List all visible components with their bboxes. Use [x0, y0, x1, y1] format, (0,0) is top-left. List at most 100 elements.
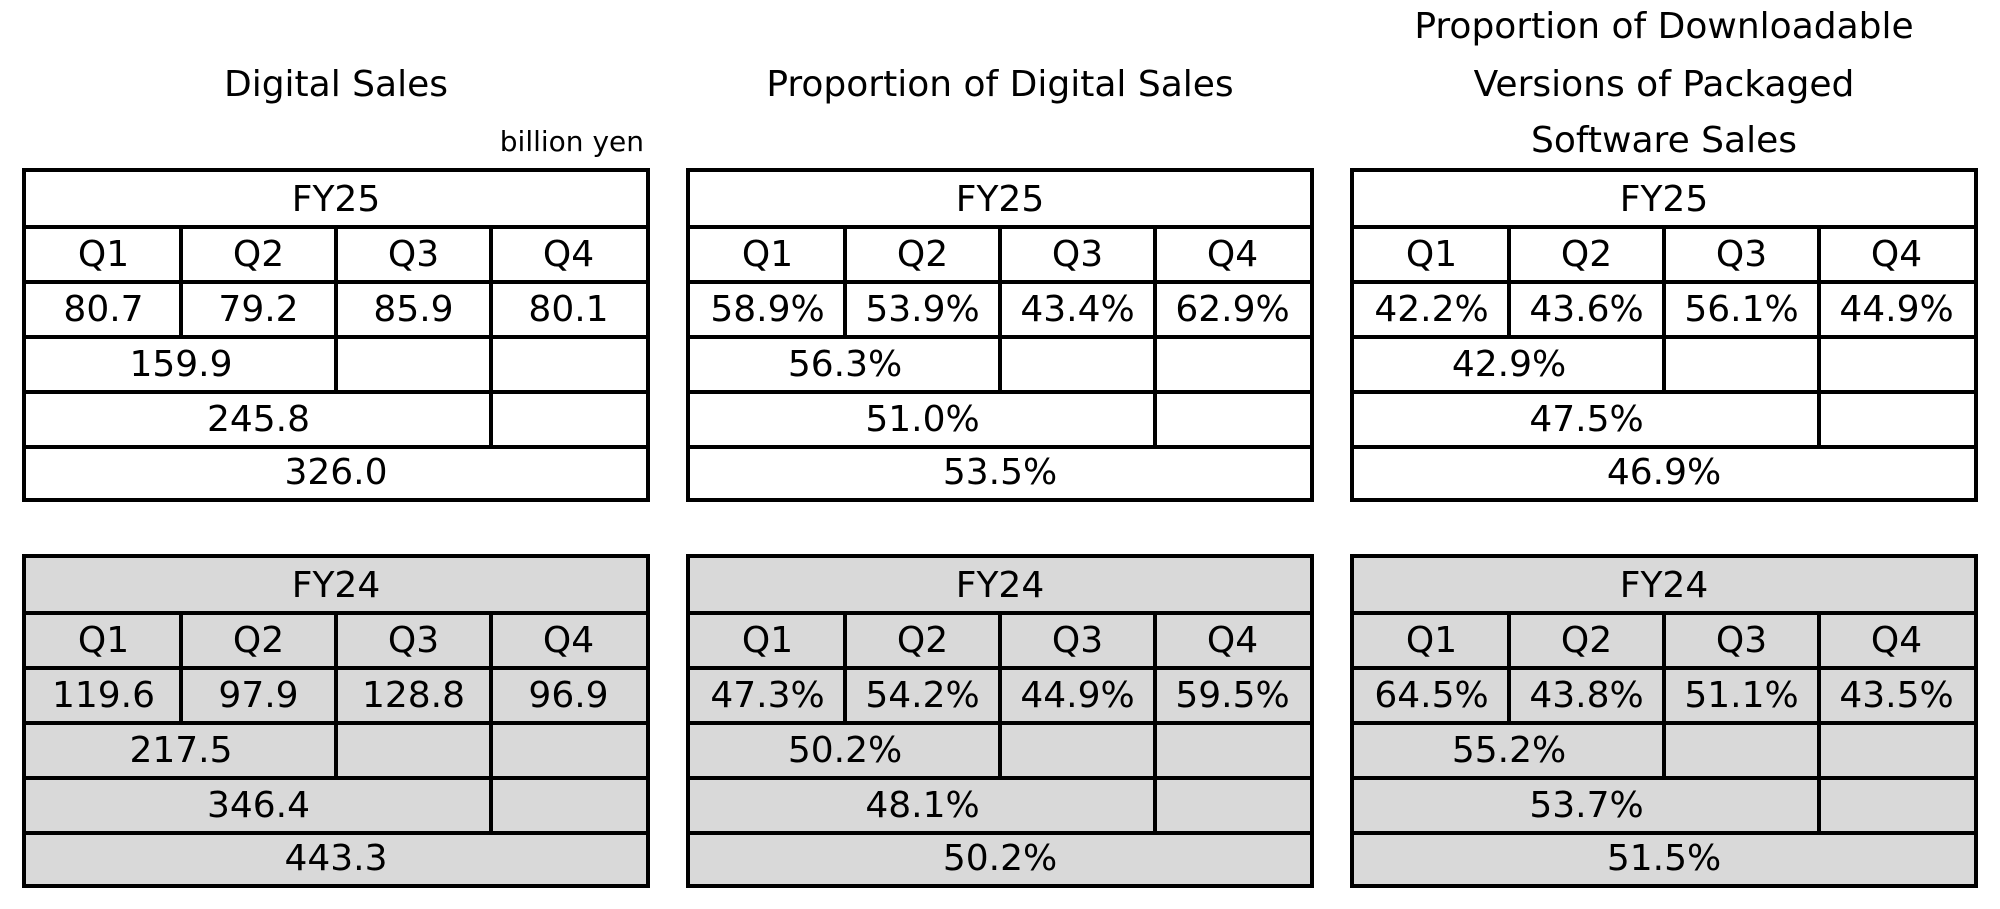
- nine-month-value: 346.4: [26, 778, 491, 833]
- quarter-header: Q1: [690, 613, 845, 668]
- quarter-value: 43.5%: [1819, 668, 1974, 723]
- quarter-value: 97.9: [181, 668, 336, 723]
- row-divider: [690, 445, 1310, 449]
- nine-month-value: 53.7%: [1354, 778, 1819, 833]
- digital-proportion-fy25-table: FY25 Q1 Q2 Q3 Q4 58.9% 53.9% 43.4% 62.9%…: [686, 168, 1314, 502]
- quarter-header: Q1: [690, 227, 845, 282]
- year-header: FY25: [26, 172, 646, 227]
- unit-label: billion yen: [400, 125, 644, 159]
- quarter-value: 96.9: [491, 668, 646, 723]
- column-divider: [179, 227, 183, 337]
- digital-sales-fy25-table: FY25 Q1 Q2 Q3 Q4 80.7 79.2 85.9 80.1 159…: [22, 168, 650, 502]
- quarter-value: 54.2%: [845, 668, 1000, 723]
- quarter-value: 44.9%: [1819, 282, 1974, 337]
- quarter-header: Q3: [1664, 613, 1819, 668]
- row-divider: [690, 831, 1310, 835]
- nine-month-value: 47.5%: [1354, 392, 1819, 447]
- quarter-header: Q2: [845, 227, 1000, 282]
- quarter-header: Q2: [181, 227, 336, 282]
- quarter-header: Q1: [26, 227, 181, 282]
- row-divider: [26, 445, 646, 449]
- nine-month-value: 48.1%: [690, 778, 1155, 833]
- nine-month-value: 51.0%: [690, 392, 1155, 447]
- quarter-value: 43.6%: [1509, 282, 1664, 337]
- digital-proportion-fy24-table: FY24 Q1 Q2 Q3 Q4 47.3% 54.2% 44.9% 59.5%…: [686, 554, 1314, 888]
- column-divider: [489, 227, 493, 447]
- year-header: FY25: [690, 172, 1310, 227]
- download-proportion-title-line-3: Software Sales: [1350, 112, 1978, 170]
- column-divider: [1153, 227, 1157, 447]
- year-header: FY24: [1354, 558, 1974, 613]
- digital-proportion-title: Proportion of Digital Sales: [686, 56, 1314, 114]
- quarter-header: Q2: [1509, 227, 1664, 282]
- quarter-value: 128.8: [336, 668, 491, 723]
- digital-sales-title: Digital Sales: [22, 56, 650, 114]
- column-divider: [1507, 227, 1511, 337]
- quarter-value: 43.4%: [1000, 282, 1155, 337]
- quarter-header: Q1: [1354, 613, 1509, 668]
- column-divider: [489, 613, 493, 833]
- quarter-value: 58.9%: [690, 282, 845, 337]
- quarter-value: 59.5%: [1155, 668, 1310, 723]
- quarter-value: 80.7: [26, 282, 181, 337]
- column-divider: [1817, 227, 1821, 447]
- quarter-value: 79.2: [181, 282, 336, 337]
- quarter-value: 80.1: [491, 282, 646, 337]
- quarter-header: Q4: [1819, 613, 1974, 668]
- column-divider: [334, 227, 338, 392]
- column-divider: [334, 613, 338, 778]
- quarter-header: Q1: [1354, 227, 1509, 282]
- quarter-value: 42.2%: [1354, 282, 1509, 337]
- quarter-header: Q3: [1000, 613, 1155, 668]
- column-divider: [998, 613, 1002, 778]
- quarter-value: 85.9: [336, 282, 491, 337]
- quarter-header: Q4: [491, 227, 646, 282]
- full-year-value: 50.2%: [690, 833, 1310, 884]
- download-proportion-fy25-table: FY25 Q1 Q2 Q3 Q4 42.2% 43.6% 56.1% 44.9%…: [1350, 168, 1978, 502]
- column-divider: [1507, 613, 1511, 723]
- column-divider: [1153, 613, 1157, 833]
- download-proportion-title-line-1: Proportion of Downloadable: [1350, 0, 1978, 56]
- column-divider: [1817, 613, 1821, 833]
- quarter-value: 43.8%: [1509, 668, 1664, 723]
- quarter-header: Q4: [491, 613, 646, 668]
- full-year-value: 46.9%: [1354, 447, 1974, 498]
- quarter-value: 51.1%: [1664, 668, 1819, 723]
- quarter-header: Q4: [1819, 227, 1974, 282]
- year-header: FY25: [1354, 172, 1974, 227]
- download-proportion-fy24-table: FY24 Q1 Q2 Q3 Q4 64.5% 43.8% 51.1% 43.5%…: [1350, 554, 1978, 888]
- first-half-value: 217.5: [26, 723, 336, 778]
- digital-sales-fy24-table: FY24 Q1 Q2 Q3 Q4 119.6 97.9 128.8 96.9 2…: [22, 554, 650, 888]
- first-half-value: 42.9%: [1354, 337, 1664, 392]
- quarter-header: Q2: [845, 613, 1000, 668]
- quarter-value: 53.9%: [845, 282, 1000, 337]
- quarter-header: Q3: [1000, 227, 1155, 282]
- column-divider: [843, 613, 847, 723]
- quarter-header: Q4: [1155, 613, 1310, 668]
- quarter-header: Q3: [336, 613, 491, 668]
- quarter-value: 44.9%: [1000, 668, 1155, 723]
- download-proportion-title-line-2: Versions of Packaged: [1350, 56, 1978, 114]
- quarter-header: Q4: [1155, 227, 1310, 282]
- quarter-header: Q2: [181, 613, 336, 668]
- nine-month-value: 245.8: [26, 392, 491, 447]
- column-divider: [1662, 227, 1666, 392]
- year-header: FY24: [690, 558, 1310, 613]
- row-divider: [1354, 831, 1974, 835]
- column-divider: [179, 613, 183, 723]
- first-half-value: 50.2%: [690, 723, 1000, 778]
- column-divider: [843, 227, 847, 337]
- quarter-header: Q3: [336, 227, 491, 282]
- full-year-value: 51.5%: [1354, 833, 1974, 884]
- full-year-value: 443.3: [26, 833, 646, 884]
- quarter-header: Q3: [1664, 227, 1819, 282]
- quarter-value: 56.1%: [1664, 282, 1819, 337]
- column-divider: [998, 227, 1002, 392]
- quarter-value: 47.3%: [690, 668, 845, 723]
- row-divider: [1354, 445, 1974, 449]
- first-half-value: 159.9: [26, 337, 336, 392]
- quarter-header: Q1: [26, 613, 181, 668]
- full-year-value: 326.0: [26, 447, 646, 498]
- full-year-value: 53.5%: [690, 447, 1310, 498]
- first-half-value: 56.3%: [690, 337, 1000, 392]
